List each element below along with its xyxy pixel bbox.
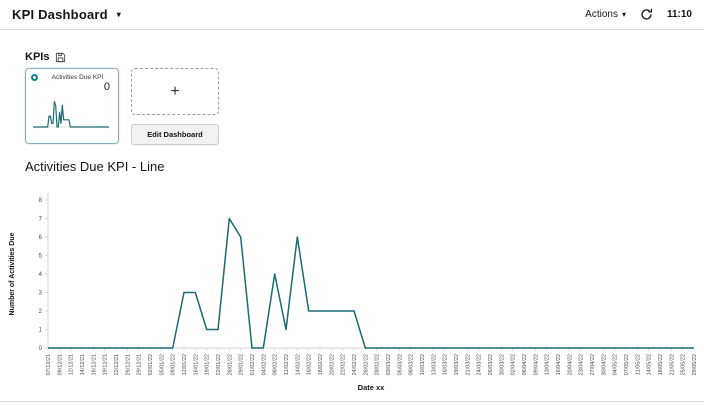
svg-text:13/03/22: 13/03/22	[431, 354, 437, 375]
svg-text:20/02/22: 20/02/22	[329, 354, 335, 375]
svg-text:19/03/22: 19/03/22	[454, 354, 460, 375]
svg-text:1: 1	[39, 328, 43, 334]
svg-text:2: 2	[39, 309, 43, 315]
save-icon	[56, 52, 66, 62]
kpi-card-header: Activities Due KPI	[31, 73, 113, 81]
actions-menu-button[interactable]: Actions ▾	[585, 9, 626, 20]
svg-text:26/12/21: 26/12/21	[125, 354, 131, 375]
svg-text:02/04/22: 02/04/22	[511, 354, 517, 375]
svg-text:0: 0	[39, 346, 43, 352]
svg-text:26/02/22: 26/02/22	[363, 354, 369, 375]
svg-text:08/02/22: 08/02/22	[273, 354, 279, 375]
svg-text:16/04/22: 16/04/22	[556, 354, 562, 375]
svg-text:09/04/22: 09/04/22	[533, 354, 539, 375]
svg-text:26/01/22: 26/01/22	[227, 354, 233, 375]
svg-text:09/12/21: 09/12/21	[57, 354, 63, 375]
svg-text:6: 6	[39, 235, 43, 241]
kpi-sparkline	[31, 94, 113, 135]
svg-text:22/12/21: 22/12/21	[114, 354, 120, 375]
svg-text:Date xx: Date xx	[358, 383, 386, 392]
svg-text:20/04/22: 20/04/22	[567, 354, 573, 375]
svg-text:16/01/22: 16/01/22	[193, 354, 199, 375]
svg-text:13/04/22: 13/04/22	[545, 354, 551, 375]
dashboard-title-dropdown[interactable]: KPI Dashboard ▾	[12, 7, 121, 22]
svg-text:16/12/21: 16/12/21	[91, 354, 97, 375]
clock-time: 11:10	[666, 9, 692, 20]
svg-text:05/01/22: 05/01/22	[159, 354, 165, 375]
svg-text:16/02/22: 16/02/22	[307, 354, 313, 375]
chevron-down-icon: ▾	[116, 9, 122, 19]
svg-text:03/03/22: 03/03/22	[386, 354, 392, 375]
kpis-section-label: KPIs	[25, 51, 50, 63]
refresh-icon	[641, 8, 653, 20]
svg-text:14/02/22: 14/02/22	[295, 354, 301, 375]
kpi-controls-column: + Edit Dashboard	[131, 68, 219, 145]
sparkline-chart	[33, 101, 109, 128]
header-actions-area: Actions ▾ 11:10	[585, 8, 692, 21]
svg-text:11/02/22: 11/02/22	[284, 354, 290, 375]
svg-text:21/03/22: 21/03/22	[465, 354, 471, 375]
svg-text:24/03/22: 24/03/22	[477, 354, 483, 375]
svg-text:18/05/22: 18/05/22	[658, 354, 664, 375]
svg-text:30/03/22: 30/03/22	[499, 354, 505, 375]
svg-text:12/12/21: 12/12/21	[69, 354, 75, 375]
svg-text:27/04/22: 27/04/22	[590, 354, 596, 375]
top-bar: KPI Dashboard ▾ Actions ▾ 11:10	[0, 0, 704, 30]
edit-dashboard-button[interactable]: Edit Dashboard	[131, 124, 219, 145]
chart-section-title: Activities Due KPI - Line	[25, 159, 165, 174]
svg-text:23/04/22: 23/04/22	[579, 354, 585, 375]
kpi-cards-row: Activities Due KPI 0 + Edit Dashboard	[25, 68, 219, 145]
kpi-card-activities-due[interactable]: Activities Due KPI 0	[25, 68, 119, 144]
plus-icon: +	[170, 82, 180, 100]
add-kpi-button[interactable]: +	[131, 68, 219, 115]
svg-text:21/05/22: 21/05/22	[669, 354, 675, 375]
kpi-status-ring-icon	[31, 74, 38, 81]
svg-text:4: 4	[39, 272, 43, 278]
svg-text:01/02/22: 01/02/22	[250, 354, 256, 375]
svg-text:04/05/22: 04/05/22	[613, 354, 619, 375]
svg-text:08/03/22: 08/03/22	[409, 354, 415, 375]
svg-text:09/01/22: 09/01/22	[171, 354, 177, 375]
save-button[interactable]	[55, 52, 66, 63]
svg-text:5: 5	[39, 254, 43, 260]
chevron-down-icon: ▾	[621, 9, 626, 19]
svg-text:3: 3	[39, 291, 43, 297]
svg-text:18/02/22: 18/02/22	[318, 354, 324, 375]
svg-text:29/01/22: 29/01/22	[239, 354, 245, 375]
svg-text:19/01/22: 19/01/22	[205, 354, 211, 375]
kpis-section-header: KPIs	[25, 51, 66, 63]
svg-text:28/02/22: 28/02/22	[375, 354, 381, 375]
svg-text:14/12/21: 14/12/21	[80, 354, 86, 375]
kpi-card-value: 0	[103, 81, 110, 93]
actions-label: Actions	[585, 9, 618, 20]
svg-text:07/05/22: 07/05/22	[624, 354, 630, 375]
page-bottom-divider	[0, 401, 704, 402]
svg-text:10/03/22: 10/03/22	[420, 354, 426, 375]
svg-text:22/01/22: 22/01/22	[216, 354, 222, 375]
refresh-button[interactable]	[640, 8, 653, 21]
svg-text:7: 7	[39, 217, 43, 223]
svg-text:22/02/22: 22/02/22	[341, 354, 347, 375]
svg-text:29/12/21: 29/12/21	[137, 354, 143, 375]
svg-text:Number of Activities Due: Number of Activities Due	[9, 232, 16, 315]
svg-text:04/02/22: 04/02/22	[261, 354, 267, 375]
svg-text:02/01/22: 02/01/22	[148, 354, 154, 375]
svg-text:07/12/21: 07/12/21	[46, 354, 52, 375]
svg-text:29/05/22: 29/05/22	[692, 354, 698, 375]
svg-text:12/01/22: 12/01/22	[182, 354, 188, 375]
line-chart: 0 1 2 3 4 5 6 7 8 07/12/21 09/12/21 12/12/21 14/12/2…	[9, 192, 698, 392]
svg-text:24/02/22: 24/02/22	[352, 354, 358, 375]
svg-text:30/04/22: 30/04/22	[601, 354, 607, 375]
svg-text:05/03/22: 05/03/22	[397, 354, 403, 375]
svg-text:26/03/22: 26/03/22	[488, 354, 494, 375]
svg-text:19/12/21: 19/12/21	[103, 354, 109, 375]
page-title: KPI Dashboard	[12, 7, 108, 22]
svg-text:11/05/22: 11/05/22	[635, 354, 641, 375]
svg-text:14/05/22: 14/05/22	[647, 354, 653, 375]
svg-text:16/03/22: 16/03/22	[443, 354, 449, 375]
kpi-card-title: Activities Due KPI	[51, 74, 104, 81]
svg-text:8: 8	[39, 198, 43, 204]
svg-text:06/04/22: 06/04/22	[522, 354, 528, 375]
svg-text:25/05/22: 25/05/22	[681, 354, 687, 375]
